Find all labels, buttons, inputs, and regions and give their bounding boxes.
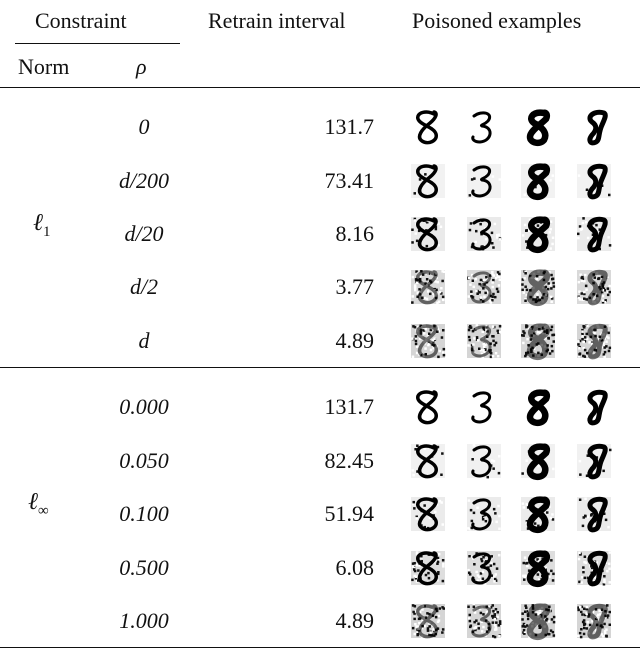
digit-3-icon bbox=[467, 270, 501, 304]
header-retrain-interval: Retrain interval bbox=[208, 8, 346, 33]
digit-3-icon bbox=[471, 391, 492, 424]
table-row: d/2 3.77 bbox=[0, 265, 640, 309]
digit-8-bold-icon bbox=[521, 163, 555, 201]
rho-value: d/2 bbox=[129, 274, 159, 299]
digit-3-icon bbox=[467, 324, 502, 359]
digit-8-slanted-icon bbox=[577, 443, 612, 480]
digit-3-icon bbox=[467, 497, 501, 531]
header-constraint: Constraint bbox=[35, 8, 127, 33]
poisoned-examples bbox=[404, 105, 624, 149]
poisoned-examples bbox=[404, 546, 624, 590]
poisoned-examples bbox=[404, 439, 624, 483]
digit-8-slanted-icon bbox=[587, 109, 608, 146]
rho-value: 0.100 bbox=[119, 501, 169, 526]
digit-8-icon bbox=[411, 444, 445, 479]
bottom-rule bbox=[0, 647, 640, 648]
retrain-interval-value: 8.16 bbox=[335, 221, 375, 246]
norm-base: ℓ bbox=[33, 210, 43, 236]
norm-label-linf: ℓ∞ bbox=[28, 489, 49, 520]
norm-base: ℓ bbox=[28, 489, 38, 515]
rho-value: 0.000 bbox=[119, 394, 169, 419]
table-row: 0 131.7 bbox=[0, 105, 640, 149]
group-divider bbox=[0, 367, 640, 368]
digit-3-icon bbox=[467, 551, 501, 586]
retrain-interval-value: 4.89 bbox=[335, 608, 375, 633]
poisoned-examples bbox=[404, 492, 624, 536]
digit-8-icon bbox=[411, 217, 445, 252]
rho-value: 1.000 bbox=[119, 608, 169, 633]
poisoned-examples bbox=[404, 212, 624, 256]
digit-3-icon bbox=[467, 217, 502, 251]
table-row: 0.100 51.94 bbox=[0, 492, 640, 536]
digit-8-icon bbox=[411, 324, 446, 359]
retrain-interval-value: 4.89 bbox=[335, 328, 375, 353]
table-row: d/200 73.41 bbox=[0, 159, 640, 203]
norm-label-l1: ℓ1 bbox=[33, 210, 51, 241]
digit-8-bold-icon bbox=[526, 389, 551, 427]
table-row: 0.050 82.45 bbox=[0, 439, 640, 483]
retrain-interval-value: 51.94 bbox=[324, 501, 375, 526]
digit-8-bold-icon bbox=[521, 443, 555, 481]
table-row: 0.500 6.08 bbox=[0, 546, 640, 590]
retrain-interval-value: 131.7 bbox=[324, 394, 375, 419]
header-rho: ρ bbox=[136, 54, 147, 79]
constraint-underline bbox=[15, 43, 180, 44]
digit-8-slanted-icon bbox=[577, 269, 611, 306]
digit-8-slanted-icon bbox=[577, 323, 612, 360]
digit-3-icon bbox=[471, 111, 492, 144]
digit-8-bold-icon bbox=[521, 550, 555, 588]
digit-8-bold-icon bbox=[521, 496, 555, 534]
norm-sub: ∞ bbox=[38, 502, 49, 519]
digit-8-bold-icon bbox=[521, 603, 556, 641]
digit-3-icon bbox=[467, 604, 502, 639]
digit-8-icon bbox=[411, 164, 445, 199]
digit-8-bold-icon bbox=[521, 216, 555, 254]
digit-8-bold-icon bbox=[526, 109, 551, 147]
table-row: d 4.89 bbox=[0, 319, 640, 363]
table-row: 1.000 4.89 bbox=[0, 599, 640, 643]
digit-8-slanted-icon bbox=[587, 389, 608, 426]
digit-8-icon bbox=[416, 390, 438, 425]
rho-value: 0.050 bbox=[119, 448, 169, 473]
retrain-interval-value: 3.77 bbox=[335, 274, 375, 299]
digit-8-icon bbox=[411, 604, 445, 639]
digit-8-slanted-icon bbox=[577, 603, 611, 640]
digit-8-icon bbox=[411, 551, 445, 586]
digit-8-bold-icon bbox=[521, 269, 556, 307]
retrain-interval-value: 6.08 bbox=[335, 555, 375, 580]
digit-3-icon bbox=[467, 164, 501, 198]
poisoned-examples bbox=[404, 319, 624, 363]
header-poisoned-examples: Poisoned examples bbox=[412, 8, 582, 33]
digit-8-slanted-icon bbox=[577, 496, 611, 533]
digit-8-slanted-icon bbox=[577, 163, 611, 200]
rho-value: d bbox=[138, 328, 150, 353]
retrain-interval-value: 131.7 bbox=[324, 114, 375, 139]
poisoned-examples bbox=[404, 159, 624, 203]
digit-8-slanted-icon bbox=[577, 216, 612, 253]
top-rule bbox=[0, 87, 640, 88]
digit-8-bold-icon bbox=[521, 323, 556, 361]
retrain-interval-value: 82.45 bbox=[324, 448, 375, 473]
digit-3-icon bbox=[467, 444, 501, 479]
poisoned-examples bbox=[404, 599, 624, 643]
header-norm: Norm bbox=[18, 54, 70, 79]
poisoned-examples bbox=[404, 265, 624, 309]
table-row: 0.000 131.7 bbox=[0, 385, 640, 429]
digit-8-icon bbox=[411, 497, 445, 532]
digit-8-icon bbox=[416, 110, 438, 145]
digit-8-icon bbox=[411, 270, 446, 305]
rho-value: 0 bbox=[138, 114, 150, 139]
poisoned-examples bbox=[404, 385, 624, 429]
digit-8-slanted-icon bbox=[577, 550, 611, 587]
retrain-interval-value: 73.41 bbox=[324, 168, 375, 193]
rho-value: 0.500 bbox=[119, 555, 169, 580]
rho-value: d/200 bbox=[118, 168, 170, 193]
norm-sub: 1 bbox=[43, 223, 51, 240]
rho-value: d/20 bbox=[124, 221, 164, 246]
table-row: d/20 8.16 bbox=[0, 212, 640, 256]
